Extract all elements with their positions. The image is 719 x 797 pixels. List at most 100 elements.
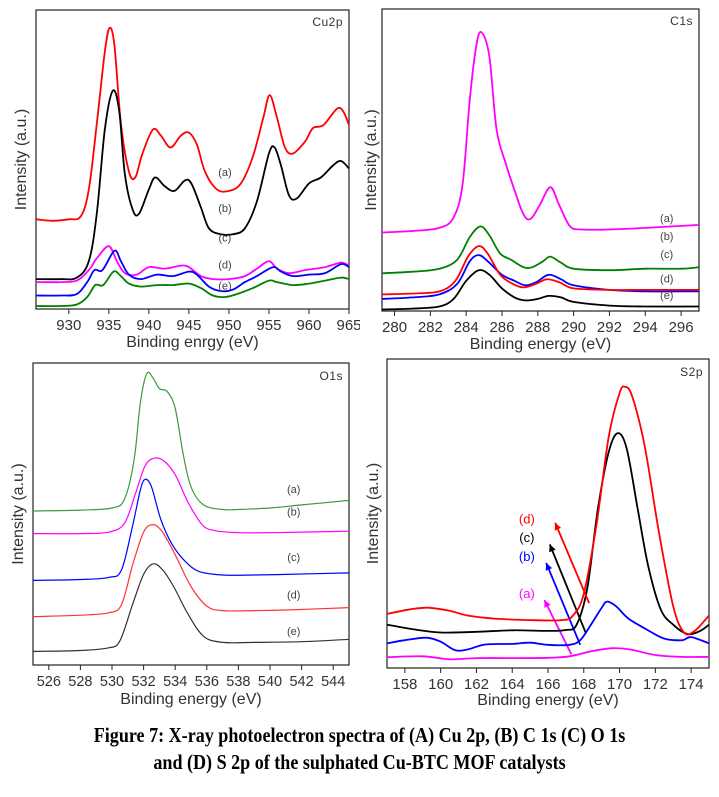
x-axis-label: Binding energy (eV) bbox=[120, 691, 261, 708]
arrowhead-icon bbox=[554, 522, 562, 531]
x-tick-label: 536 bbox=[195, 674, 219, 690]
panel-title: O1s bbox=[319, 369, 343, 383]
x-tick-label: 526 bbox=[37, 674, 61, 690]
x-tick-label: 530 bbox=[100, 674, 124, 690]
series-label: (e) bbox=[218, 281, 231, 293]
x-tick-label: 172 bbox=[643, 676, 668, 693]
panel-title: S2p bbox=[680, 365, 703, 379]
x-tick-label: 170 bbox=[607, 676, 632, 693]
chart-s2p: (a) (b) (c) (d) 158 160 162 164 166 168 170 172 174 S… bbox=[365, 358, 710, 709]
series-line-d-b bbox=[386, 600, 710, 652]
y-axis-label: Intensity (a.u.) bbox=[363, 109, 380, 210]
x-tick-label: 960 bbox=[296, 317, 321, 334]
annotation-label: (a) bbox=[519, 586, 535, 601]
x-tick-label: 540 bbox=[258, 674, 282, 690]
x-tick-label: 542 bbox=[289, 674, 313, 690]
series-line-a-b bbox=[35, 89, 350, 281]
series-label: (c) bbox=[660, 249, 673, 261]
arrowhead-icon bbox=[545, 562, 553, 571]
annotation-arrow bbox=[554, 522, 590, 604]
series-label: (c) bbox=[287, 552, 300, 564]
x-tick-label: 538 bbox=[226, 674, 250, 690]
x-tick-label: 935 bbox=[96, 317, 121, 334]
x-tick-label: 532 bbox=[131, 674, 155, 690]
series-label: (b) bbox=[287, 507, 300, 519]
arrowhead-icon bbox=[544, 600, 551, 608]
arrowhead-icon bbox=[549, 544, 556, 553]
x-tick-label: 282 bbox=[418, 319, 443, 336]
x-tick-label: 965 bbox=[336, 317, 360, 334]
chart-cu2p: (a) (b) (c) (d) (e) 930 935 940 945 950 955 960 965 C… bbox=[13, 9, 362, 351]
caption-line-1: Figure 7: X-ray photoelectron spectra of… bbox=[93, 723, 626, 747]
series-line-c-b bbox=[32, 457, 350, 535]
series-label: (c) bbox=[219, 233, 232, 245]
series-label: (a) bbox=[287, 484, 300, 496]
x-tick-label: 945 bbox=[176, 317, 201, 334]
series-line-c-c bbox=[32, 478, 350, 581]
x-tick-label: 955 bbox=[256, 317, 281, 334]
caption-line-2: and (D) S 2p of the sulphated Cu-BTC MOF… bbox=[153, 750, 566, 774]
series-line-c-a bbox=[32, 371, 350, 512]
x-axis-label: Binding energy (eV) bbox=[470, 336, 611, 353]
annotation-label: (d) bbox=[519, 512, 535, 527]
x-axis-label: Binding enrgy (eV) bbox=[126, 334, 259, 351]
x-tick-label: 950 bbox=[216, 317, 241, 334]
x-tick-label: 296 bbox=[669, 319, 694, 336]
series-line-d-d bbox=[386, 385, 710, 636]
series-label: (b) bbox=[660, 231, 673, 243]
annotation-label: (c) bbox=[519, 530, 534, 545]
x-tick-label: 166 bbox=[535, 676, 560, 693]
panel-b-c1s: (a) (b) (c) (d) (e) 280 282 284 286 288 290 292 294 2… bbox=[360, 0, 719, 355]
panel-title: Cu2p bbox=[312, 15, 343, 29]
x-tick-label: 168 bbox=[571, 676, 596, 693]
chart-c1s: (a) (b) (c) (d) (e) 280 282 284 286 288 290 292 294 2… bbox=[363, 8, 700, 353]
series-line-b-a bbox=[381, 31, 700, 234]
x-tick-label: 294 bbox=[633, 319, 658, 336]
figure-caption: Figure 7: X-ray photoelectron spectra of… bbox=[50, 722, 668, 776]
x-tick-label: 174 bbox=[679, 676, 704, 693]
series-line-a-e bbox=[35, 270, 350, 308]
plot-frame bbox=[386, 358, 710, 669]
plot-frame bbox=[35, 9, 350, 310]
x-axis-label: Binding energy (eV) bbox=[477, 692, 618, 709]
series-line-a-d bbox=[35, 249, 350, 297]
plot-frame bbox=[32, 362, 350, 666]
series-line-a-c bbox=[35, 245, 350, 284]
x-tick-label: 284 bbox=[454, 319, 479, 336]
series-line-b-d bbox=[381, 245, 700, 296]
panel-title: C1s bbox=[670, 14, 693, 28]
series-line-a-a bbox=[35, 26, 350, 222]
x-tick-label: 292 bbox=[597, 319, 622, 336]
x-tick-label: 158 bbox=[392, 676, 417, 693]
x-tick-label: 286 bbox=[489, 319, 514, 336]
plot-frame bbox=[381, 8, 700, 312]
series-label: (e) bbox=[287, 626, 300, 638]
y-axis-label: Intensity (a.u.) bbox=[10, 463, 27, 564]
panel-c-o1s: (a) (b) (c) (d) (e) 526 528 530 532 534 536 538 540 5… bbox=[0, 355, 360, 710]
y-axis-label: Intensity (a.u.) bbox=[13, 109, 30, 210]
series-line-c-d bbox=[32, 524, 350, 618]
x-tick-label: 940 bbox=[136, 317, 161, 334]
x-tick-label: 528 bbox=[68, 674, 92, 690]
x-tick-label: 164 bbox=[500, 676, 525, 693]
series-line-b-e bbox=[381, 269, 700, 311]
x-tick-label: 534 bbox=[163, 674, 187, 690]
panel-d-s2p: (a) (b) (c) (d) 158 160 162 164 166 168 170 172 174 S… bbox=[360, 355, 719, 710]
series-line-b-b bbox=[381, 225, 700, 275]
series-label: (d) bbox=[218, 260, 231, 272]
series-label: (e) bbox=[660, 290, 673, 302]
series-label: (d) bbox=[287, 590, 300, 602]
series-label: (d) bbox=[660, 273, 673, 285]
chart-o1s: (a) (b) (c) (d) (e) 526 528 530 532 534 536 538 540 5… bbox=[10, 362, 350, 708]
x-tick-label: 930 bbox=[56, 317, 81, 334]
annotation-label: (b) bbox=[519, 549, 535, 564]
x-tick-label: 288 bbox=[525, 319, 550, 336]
series-label: (b) bbox=[218, 203, 231, 215]
series-label: (a) bbox=[660, 213, 673, 225]
x-tick-label: 162 bbox=[464, 676, 489, 693]
series-line-d-a bbox=[386, 647, 710, 661]
annotation-arrow bbox=[545, 562, 582, 646]
x-tick-label: 280 bbox=[382, 319, 407, 336]
series-line-c-e bbox=[32, 563, 350, 652]
panel-a-cu2p: (a) (b) (c) (d) (e) 930 935 940 945 950 955 960 965 C… bbox=[0, 0, 362, 355]
